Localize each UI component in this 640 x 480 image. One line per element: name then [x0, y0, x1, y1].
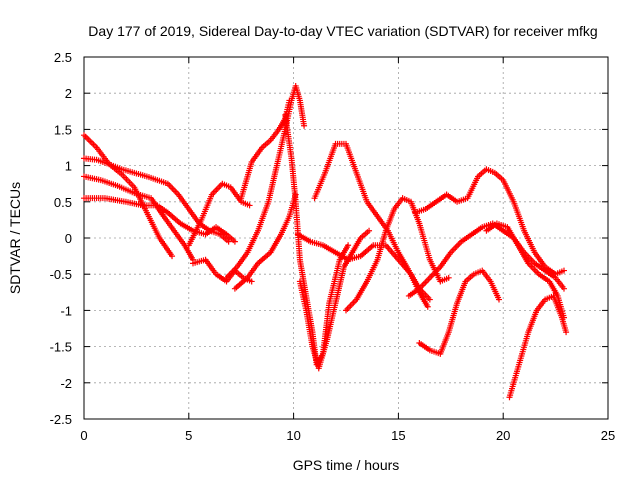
- y-tick-label: -0.5: [50, 267, 72, 282]
- data-series-s9: [231, 191, 299, 292]
- data-series-s14: [343, 195, 452, 314]
- y-tick-label: -1.5: [50, 340, 72, 355]
- data-series-s18: [483, 220, 567, 321]
- y-tick-label: -2: [60, 376, 72, 391]
- y-tick-label: -1: [60, 303, 72, 318]
- x-tick-label: 25: [601, 428, 615, 443]
- y-tick-label: 1: [65, 159, 72, 174]
- data-series-s17: [416, 267, 503, 357]
- data-series-s3: [81, 173, 196, 263]
- axis-ticks: 0 5 10 15 20 25 -2.5 -2 -1.5 -1 -0.5 0 0.5 1 1.5 2 2.5: [50, 50, 616, 443]
- x-tick-label: 20: [496, 428, 510, 443]
- data-series-s19: [506, 292, 570, 401]
- data-series-s12: [311, 140, 431, 310]
- x-tick-label: 15: [391, 428, 405, 443]
- y-tick-label: -2.5: [50, 412, 72, 427]
- y-tick-label: 0.5: [54, 195, 72, 210]
- x-tick-label: 5: [185, 428, 192, 443]
- x-tick-label: 10: [286, 428, 300, 443]
- data-series-s4: [81, 195, 238, 245]
- x-tick-label: 0: [80, 428, 87, 443]
- chart-title: Day 177 of 2019, Sidereal Day-to-day VTE…: [88, 23, 597, 39]
- data-series-s15: [412, 166, 567, 278]
- y-tick-label: 0: [65, 231, 72, 246]
- y-axis-label: SDTVAR / TECUs: [7, 182, 23, 294]
- y-tick-label: 1.5: [54, 122, 72, 137]
- y-tick-label: 2: [65, 86, 72, 101]
- y-tick-label: 2.5: [54, 50, 72, 65]
- data-series-s1: [81, 132, 176, 260]
- data-series-s11: [296, 227, 373, 372]
- data-series-s10: [282, 111, 352, 368]
- x-axis-label: GPS time / hours: [293, 457, 400, 473]
- data-points: [81, 82, 570, 401]
- data-series-s5: [185, 180, 253, 249]
- data-series-s8: [238, 97, 293, 202]
